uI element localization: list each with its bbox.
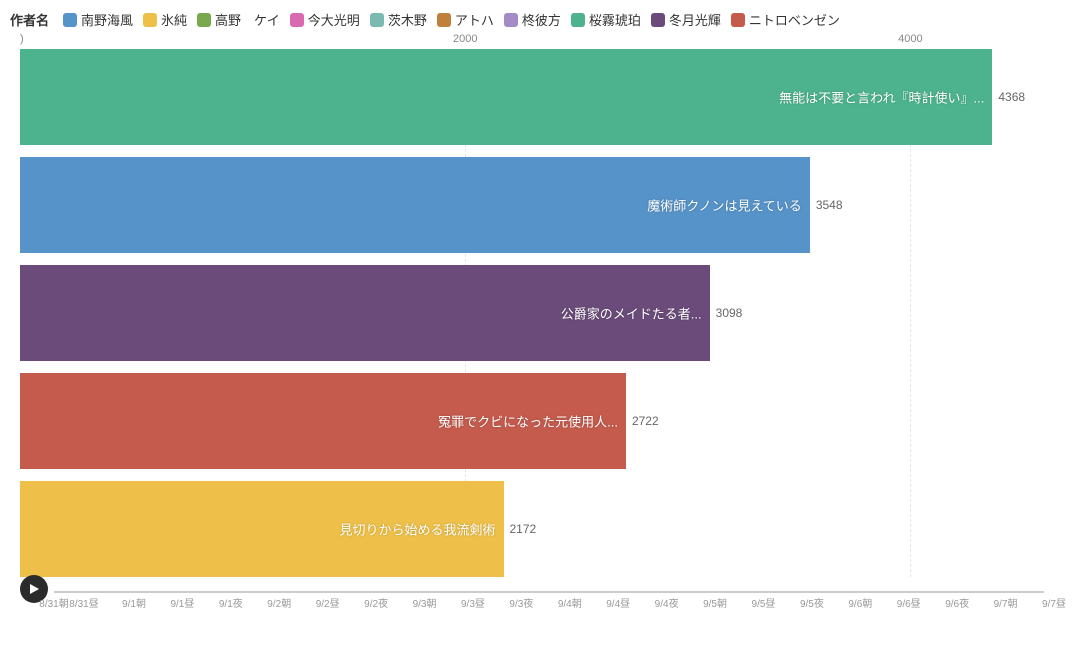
bar-row: 無能は不要と言われ『時計使い』... 4368 [20, 49, 1044, 145]
timeline-tick: 9/7昼 [1042, 595, 1066, 610]
chart: ) 2000 4000 無能は不要と言われ『時計使い』... 4368 魔術師クノンは見… [10, 33, 1064, 623]
legend-item[interactable]: アトハ [437, 10, 494, 29]
timeline-tick: 9/4夜 [655, 595, 679, 610]
bar-row: 冤罪でクビになった元使用人... 2722 [20, 373, 1044, 469]
legend-label: 高野 ケイ [215, 10, 280, 29]
timeline-tick: 9/5昼 [752, 595, 776, 610]
bar-title: 魔術師クノンは見えている [647, 196, 802, 215]
bar-title: 公爵家のメイドたる者... [561, 304, 702, 323]
legend-item[interactable]: 今大光明 [290, 10, 360, 29]
timeline-track[interactable] [54, 591, 1044, 593]
legend-title: 作者名 [10, 10, 49, 29]
legend-item[interactable]: 南野海風 [63, 10, 133, 29]
timeline-tick: 9/6昼 [897, 595, 921, 610]
timeline-tick: 8/31昼 [69, 595, 98, 610]
legend-swatch [731, 13, 745, 27]
timeline-tick: 9/5朝 [703, 595, 727, 610]
legend-swatch [370, 13, 384, 27]
legend-item[interactable]: 柊彼方 [504, 10, 561, 29]
legend: 作者名 南野海風 氷純 高野 ケイ 今大光明 茨木野 アトハ 柊彼方 桜霧琥珀 冬月光輝 ニトロベ… [10, 10, 1064, 29]
legend-item[interactable]: 桜霧琥珀 [571, 10, 641, 29]
bar-value: 3098 [716, 306, 743, 320]
timeline-tick: 9/2昼 [316, 595, 340, 610]
legend-swatch [504, 13, 518, 27]
legend-label: 茨木野 [388, 10, 427, 29]
bar[interactable]: 冤罪でクビになった元使用人... [20, 373, 626, 469]
bar-title: 冤罪でクビになった元使用人... [438, 412, 618, 431]
play-icon [28, 583, 40, 595]
timeline-tick: 9/2朝 [267, 595, 291, 610]
bar-row: 魔術師クノンは見えている 3548 [20, 157, 1044, 253]
timeline-tick: 9/2夜 [364, 595, 388, 610]
legend-swatch [197, 13, 211, 27]
bars-area: 無能は不要と言われ『時計使い』... 4368 魔術師クノンは見えている 3548 公爵… [20, 49, 1044, 577]
timeline-tick: 9/5夜 [800, 595, 824, 610]
bar[interactable]: 見切りから始める我流剣術 [20, 481, 504, 577]
bar[interactable]: 無能は不要と言われ『時計使い』... [20, 49, 992, 145]
timeline-tick: 9/6朝 [848, 595, 872, 610]
legend-swatch [437, 13, 451, 27]
legend-swatch [651, 13, 665, 27]
bar-title: 無能は不要と言われ『時計使い』... [779, 88, 984, 107]
bar[interactable]: 魔術師クノンは見えている [20, 157, 810, 253]
legend-label: 南野海風 [81, 10, 133, 29]
bar-row: 見切りから始める我流剣術 2172 [20, 481, 1044, 577]
legend-item[interactable]: 冬月光輝 [651, 10, 721, 29]
legend-label: 今大光明 [308, 10, 360, 29]
bar-value: 2722 [632, 414, 659, 428]
bar[interactable]: 公爵家のメイドたる者... [20, 265, 710, 361]
bar-value: 2172 [510, 522, 537, 536]
legend-label: 柊彼方 [522, 10, 561, 29]
axis-tick: 4000 [898, 33, 922, 45]
legend-swatch [290, 13, 304, 27]
timeline-tick: 8/31朝 [39, 595, 68, 610]
legend-label: ニトロベンゼン [749, 10, 840, 29]
legend-item[interactable]: 氷純 [143, 10, 187, 29]
timeline: 8/31朝8/31昼 9/1朝 9/1昼 9/1夜 9/2朝 9/2昼 9/2夜 9/3朝 9/… [20, 589, 1044, 623]
x-axis-top: ) 2000 4000 [20, 33, 1044, 49]
axis-tick: 2000 [453, 33, 477, 45]
timeline-tick: 9/1朝 [122, 595, 146, 610]
legend-label: 氷純 [161, 10, 187, 29]
legend-item[interactable]: ニトロベンゼン [731, 10, 840, 29]
legend-swatch [143, 13, 157, 27]
timeline-tick: 9/4昼 [606, 595, 630, 610]
legend-label: 桜霧琥珀 [589, 10, 641, 29]
timeline-tick: 9/1夜 [219, 595, 243, 610]
legend-label: 冬月光輝 [669, 10, 721, 29]
timeline-tick: 9/1昼 [170, 595, 194, 610]
timeline-tick: 9/6夜 [945, 595, 969, 610]
timeline-tick: 9/4朝 [558, 595, 582, 610]
timeline-tick: 9/3昼 [461, 595, 485, 610]
legend-swatch [571, 13, 585, 27]
bar-value: 3548 [816, 198, 843, 212]
legend-item[interactable]: 高野 ケイ [197, 10, 280, 29]
legend-item[interactable]: 茨木野 [370, 10, 427, 29]
timeline-tick: 9/3朝 [413, 595, 437, 610]
timeline-tick: 9/7朝 [994, 595, 1018, 610]
legend-label: アトハ [455, 10, 494, 29]
bar-title: 見切りから始める我流剣術 [339, 520, 495, 539]
bar-value: 4368 [998, 90, 1025, 104]
bar-row: 公爵家のメイドたる者... 3098 [20, 265, 1044, 361]
axis-tick: ) [20, 33, 24, 45]
timeline-tick: 9/3夜 [509, 595, 533, 610]
legend-swatch [63, 13, 77, 27]
